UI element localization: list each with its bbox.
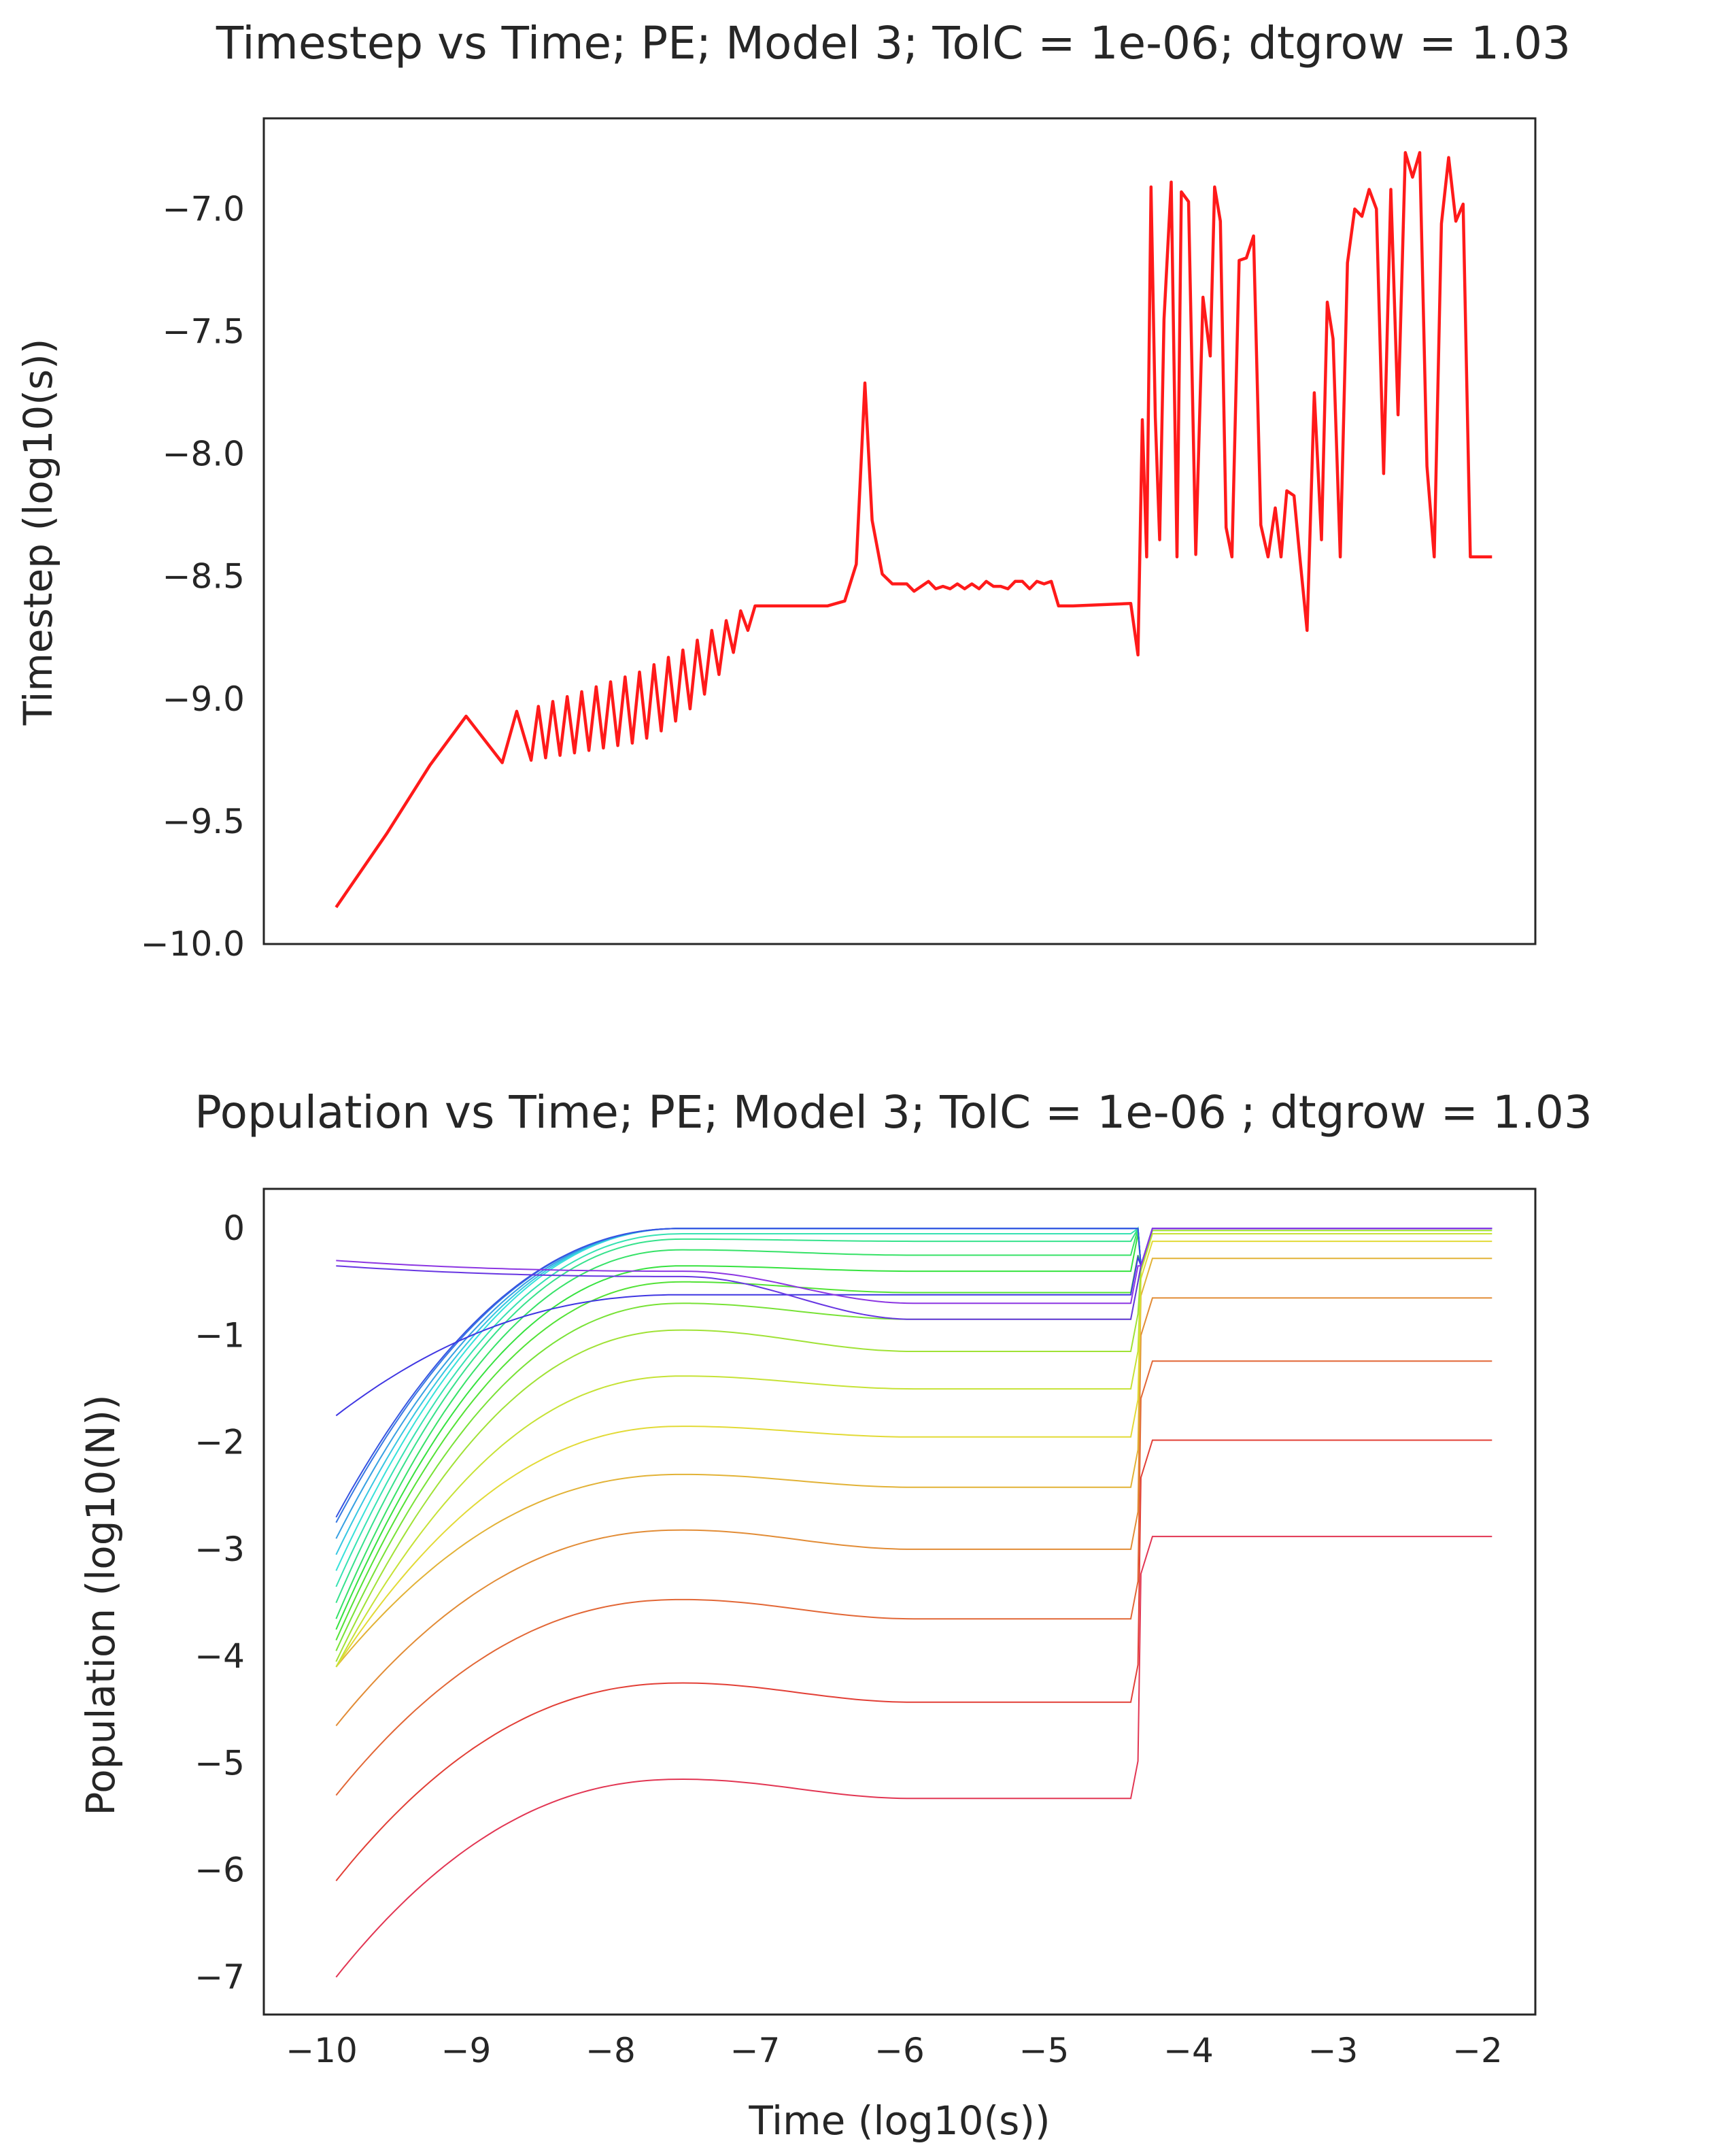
- population-ytick-label: −4: [194, 1636, 245, 1676]
- population-xtick-label: −2: [1452, 2031, 1503, 2070]
- population-xtick-label: −5: [1019, 2031, 1070, 2070]
- population-series-line: [336, 1228, 1492, 1320]
- population-series-line: [336, 1228, 1492, 1304]
- timestep-axes-frame: [262, 117, 1537, 945]
- population-chart-xlabel: Time (log10(s)): [748, 2098, 1050, 2144]
- population-chart: Population vs Time; PE; Model 3; TolC = …: [78, 1086, 1592, 2144]
- population-series-line: [335, 1228, 1492, 1641]
- timestep-ytick-label: −9.0: [163, 679, 245, 719]
- population-series-line: [335, 1228, 1492, 1619]
- population-series-line: [335, 1228, 1492, 1539]
- population-series-line: [335, 1228, 1492, 1417]
- population-chart-ylabel: Population (log10(N)): [78, 1394, 124, 1815]
- population-series-line: [335, 1227, 1492, 1587]
- timestep-ytick-label: −7.5: [163, 311, 245, 351]
- population-series-line: [335, 1233, 1492, 1668]
- population-series-line: [335, 1226, 1492, 1604]
- timestep-chart-ylabel: Timestep (log10(s)): [15, 339, 61, 726]
- population-series-line: [335, 1258, 1492, 1668]
- population-xtick-label: −8: [585, 2031, 636, 2070]
- population-ytick-label: −7: [194, 1957, 245, 1997]
- population-xtick-label: −7: [730, 2031, 781, 2070]
- population-xtick-label: −3: [1308, 2031, 1359, 2070]
- population-series-line: [335, 1297, 1492, 1727]
- population-series-line: [335, 1241, 1492, 1668]
- timestep-ytick-label: −8.5: [163, 557, 245, 596]
- population-plot-area: [335, 1226, 1492, 1978]
- timestep-ytick-label: −9.5: [163, 802, 245, 841]
- timestep-series-line: [335, 151, 1492, 909]
- population-series-line: [335, 1439, 1492, 1882]
- population-ytick-label: −6: [194, 1851, 245, 1890]
- population-yticks: −7 −6 −5 −4 −3 −2 −1 0: [194, 1209, 245, 1997]
- population-axes-frame: [262, 1188, 1537, 2016]
- timestep-chart-title: Timestep vs Time; PE; Model 3; TolC = 1e…: [216, 17, 1571, 69]
- population-chart-title: Population vs Time; PE; Model 3; TolC = …: [194, 1086, 1592, 1139]
- population-series-line: [335, 1228, 1492, 1555]
- population-xtick-label: −9: [441, 2031, 492, 2070]
- population-ytick-label: −3: [194, 1530, 245, 1569]
- timestep-chart: Timestep vs Time; PE; Model 3; TolC = 1e…: [15, 17, 1571, 964]
- population-ytick-label: 0: [223, 1209, 245, 1248]
- population-xtick-label: −4: [1163, 2031, 1214, 2070]
- timestep-ytick-label: −7.0: [163, 189, 245, 229]
- population-xticks: −10 −9 −8 −7 −6 −5 −4 −3 −2: [286, 2031, 1503, 2070]
- population-xtick-label: −6: [874, 2031, 925, 2070]
- population-series-line: [335, 1536, 1492, 1978]
- population-series-line: [335, 1228, 1492, 1571]
- population-series-line: [335, 1228, 1492, 1518]
- timestep-plot-area: [335, 151, 1492, 909]
- population-ytick-label: −5: [194, 1743, 245, 1783]
- population-series-line: [335, 1230, 1492, 1662]
- timestep-yticks: −10.0 −9.5 −9.0 −8.5 −8.0 −7.5 −7.0: [141, 189, 245, 964]
- timestep-ytick-label: −10.0: [141, 924, 245, 964]
- timestep-ytick-label: −8.0: [163, 435, 245, 474]
- population-ytick-label: −1: [194, 1315, 245, 1355]
- population-ytick-label: −2: [194, 1423, 245, 1462]
- population-xtick-label: −10: [286, 2031, 358, 2070]
- population-series-line: [335, 1228, 1492, 1630]
- population-series-line: [335, 1360, 1492, 1796]
